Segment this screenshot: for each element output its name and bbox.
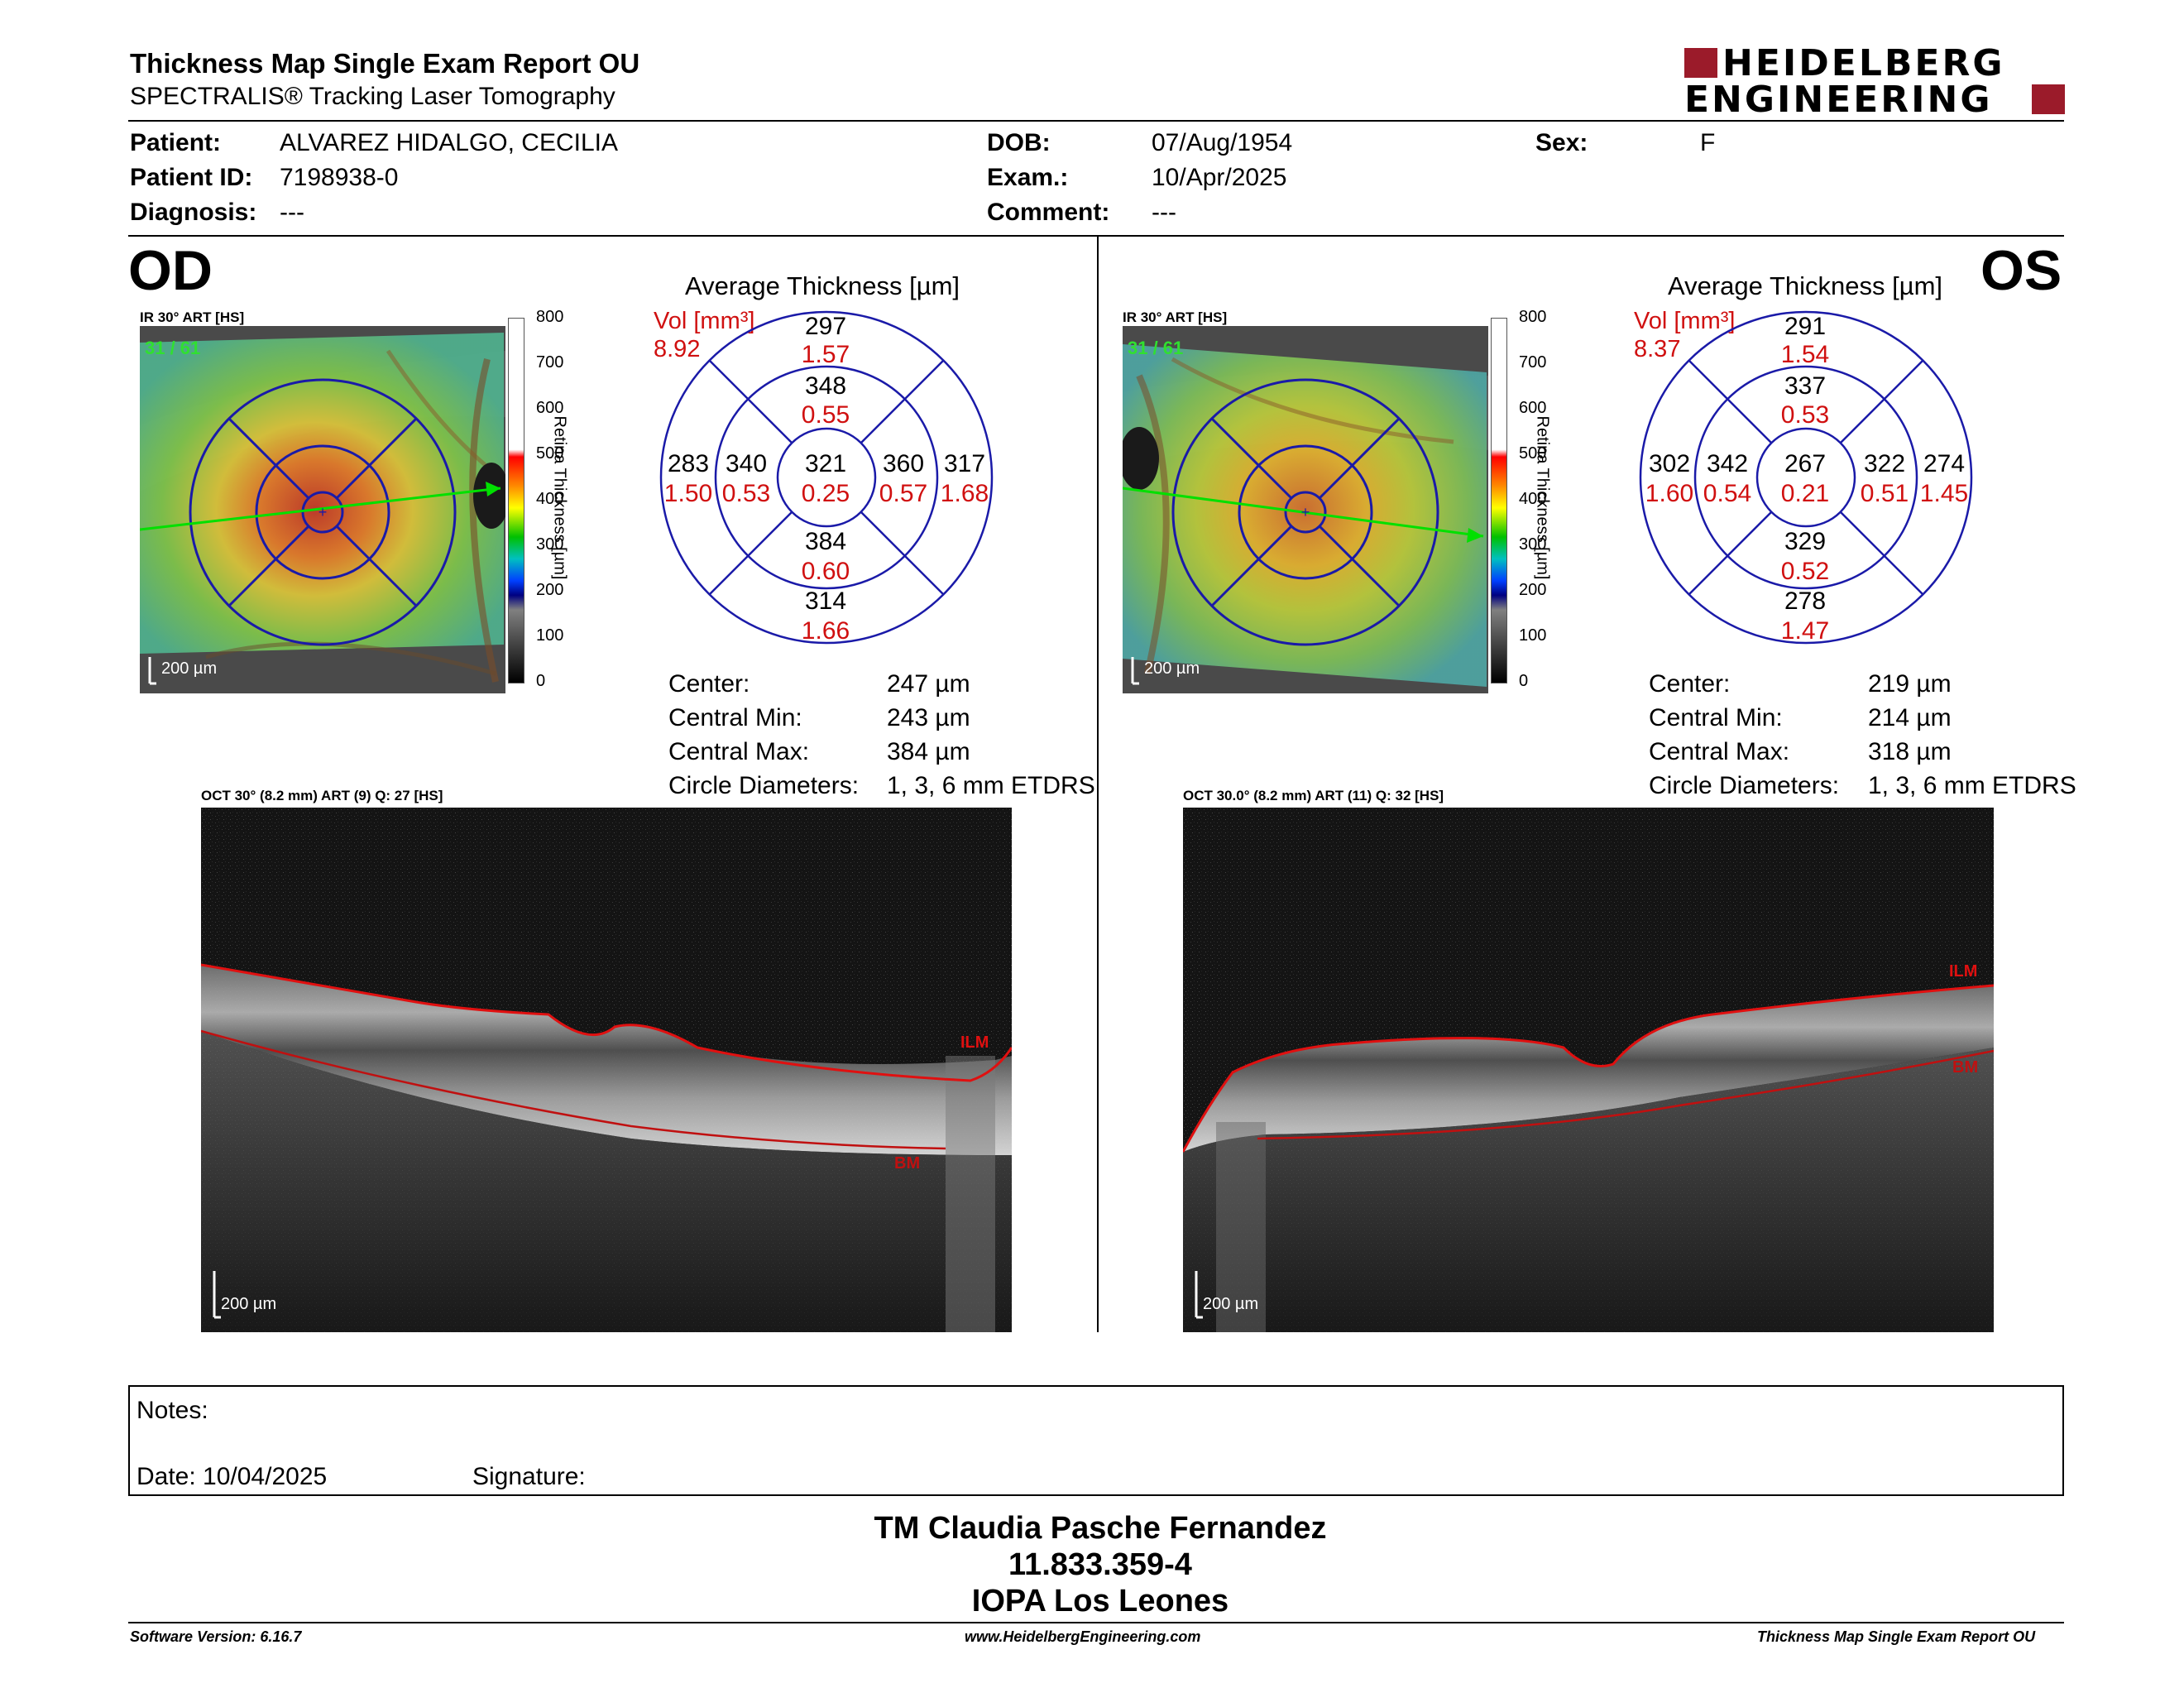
sex-label: Sex: xyxy=(1535,129,1588,156)
od-oct-label: OCT 30° (8.2 mm) ART (9) Q: 27 [HS] xyxy=(201,788,443,803)
comment-value: --- xyxy=(1152,199,1176,226)
dob-value: 07/Aug/1954 xyxy=(1152,129,1293,156)
os-vol-label: Vol [mm³] xyxy=(1634,308,1736,334)
os-ilm-label: ILM xyxy=(1949,962,1977,981)
os-frame-count: 31 / 61 xyxy=(1128,338,1183,358)
diagnosis-label: Diagnosis: xyxy=(130,199,257,226)
eye-divider xyxy=(1097,237,1099,1332)
od-ilm-label: ILM xyxy=(960,1033,989,1052)
notes-label: Notes: xyxy=(136,1397,208,1424)
od-frame-count: 31 / 61 xyxy=(145,338,200,358)
logo-line1: HEIDELBERG xyxy=(1722,42,2005,84)
sex-value: F xyxy=(1700,129,1716,156)
od-oct-bscan: ILM BM 200 µm xyxy=(201,808,1012,1332)
os-thickness-scale xyxy=(1491,318,1507,683)
od-vol-label: Vol [mm³] xyxy=(654,308,755,334)
footer-report: Thickness Map Single Exam Report OU xyxy=(1757,1628,2036,1645)
dob-label: DOB: xyxy=(987,129,1051,156)
stamp-name: TM Claudia Pasche Fernandez xyxy=(874,1511,1327,1546)
exam-label: Exam.: xyxy=(987,164,1069,191)
footer-software: Software Version: 6.16.7 xyxy=(130,1628,302,1645)
od-oct-scalebar: 200 µm xyxy=(221,1295,276,1313)
date-label: Date: 10/04/2025 xyxy=(136,1463,328,1490)
os-avg-title: Average Thickness [µm] xyxy=(1668,271,1943,300)
exam-value: 10/Apr/2025 xyxy=(1152,164,1287,191)
os-ir-label: IR 30° ART [HS] xyxy=(1123,309,1228,325)
svg-text:+: + xyxy=(318,504,328,520)
os-scale-label: Retina Thickness [µm] xyxy=(1533,415,1552,580)
os-oct-label: OCT 30.0° (8.2 mm) ART (11) Q: 32 [HS] xyxy=(1183,788,1444,803)
od-thickness-map: + 31 / 61 200 µm xyxy=(140,326,505,693)
signature-label: Signature: xyxy=(472,1463,586,1490)
os-ir-scalebar: 200 µm xyxy=(1144,659,1200,678)
notes-box[interactable]: Notes: Date: 10/04/2025 Signature: xyxy=(128,1385,2064,1496)
os-bm-label: BM xyxy=(1952,1058,1978,1077)
heidelberg-logo: HEIDELBERG ENGINEERING xyxy=(1684,42,2065,121)
od-avg-title: Average Thickness [µm] xyxy=(685,271,960,300)
comment-label: Comment: xyxy=(987,199,1110,226)
logo-line2: ENGINEERING xyxy=(1684,79,1993,121)
stamp-rut: 11.833.359-4 xyxy=(1008,1547,1192,1582)
os-scale-ticks: 800 700 600 500 400 300 200 100 0 xyxy=(1519,308,1547,690)
od-ir-scalebar: 200 µm xyxy=(161,659,217,678)
patient-id-label: Patient ID: xyxy=(130,164,253,191)
od-vol-total: 8.92 xyxy=(654,336,701,362)
patient-id: 7198938-0 xyxy=(280,164,399,191)
od-scale-label: Retina Thickness [µm] xyxy=(550,415,569,580)
eye-label-od: OD xyxy=(128,239,213,302)
eye-label-os: OS xyxy=(1980,239,2062,302)
report-subtitle: SPECTRALIS® Tracking Laser Tomography xyxy=(130,83,615,110)
svg-text:+: + xyxy=(1301,504,1310,520)
od-bm-label: BM xyxy=(894,1154,920,1172)
os-etdrs-grid xyxy=(1639,310,1973,645)
footer-website[interactable]: www.HeidelbergEngineering.com xyxy=(965,1628,1201,1645)
os-oct-bscan: ILM BM 200 µm xyxy=(1183,808,1994,1332)
od-scale-ticks: 800 700 600 500 400 300 200 100 0 xyxy=(536,308,564,690)
patient-name: ALVAREZ HIDALGO, CECILIA xyxy=(280,129,618,156)
patient-label: Patient: xyxy=(130,129,222,156)
stamp-place: IOPA Los Leones xyxy=(971,1584,1229,1618)
od-thickness-scale xyxy=(508,318,524,683)
diagnosis-value: --- xyxy=(280,199,304,226)
od-etdrs-grid xyxy=(659,310,994,645)
os-thickness-map: + 31 / 61 200 µm xyxy=(1123,326,1488,693)
report-title: Thickness Map Single Exam Report OU xyxy=(130,48,640,79)
os-oct-scalebar: 200 µm xyxy=(1203,1295,1258,1313)
od-ir-label: IR 30° ART [HS] xyxy=(140,309,245,325)
os-vol-total: 8.37 xyxy=(1634,336,1681,362)
